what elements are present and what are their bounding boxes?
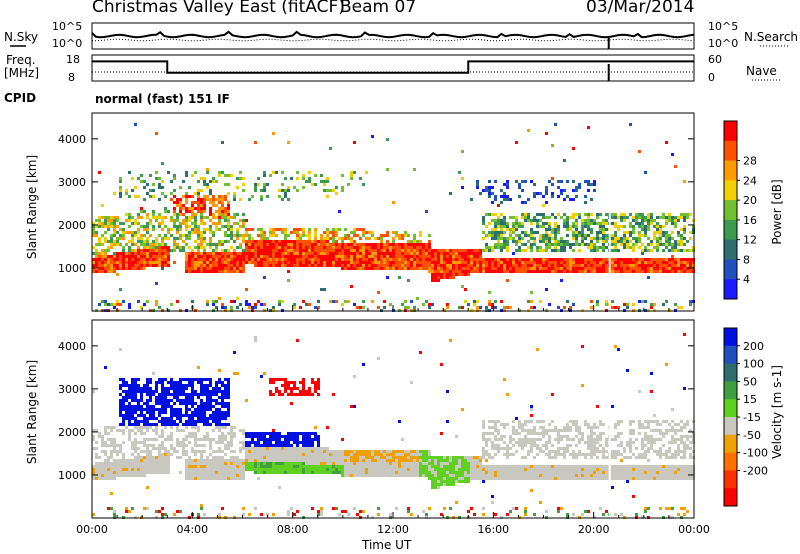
power-colorbar-tick-label: 8 <box>743 253 750 266</box>
x-tick-label: 04:00 <box>176 523 208 536</box>
velocity-ytick-label: 4000 <box>58 340 86 353</box>
velocity-colorbar-swatch <box>724 417 737 436</box>
velocity-colorbar-swatch <box>724 363 737 382</box>
freq-trace <box>92 60 694 74</box>
power-colorbar-swatch <box>724 239 737 260</box>
x-tick-label: 00:00 <box>76 523 108 536</box>
power-colorbar-tick-label: 16 <box>743 214 757 227</box>
power-ytick-label: 4000 <box>58 133 86 146</box>
nsky-tick-bottom: 10^0 <box>52 37 83 50</box>
velocity-data-gap <box>608 321 611 517</box>
velocity-colorbar-swatch <box>724 381 737 400</box>
freq-tick-top: 18 <box>66 53 80 66</box>
x-tick-label: 20:00 <box>578 523 610 536</box>
power-colorbar-tick-label: 12 <box>743 234 757 247</box>
velocity-colorbar-tick-label: 100 <box>743 358 764 371</box>
nave-label: Nave <box>746 64 777 78</box>
nsearch-trace <box>91 38 695 42</box>
x-tick-label: 00:00 <box>678 523 710 536</box>
power-colorbar-swatch <box>724 259 737 280</box>
velocity-colorbar-tick-label: -50 <box>743 429 761 442</box>
velocity-colorbar-swatch <box>724 399 737 418</box>
beam-label: Beam 07 <box>340 0 417 17</box>
cpid-value: normal (fast) 151 IF <box>95 92 230 106</box>
velocity-colorbar-swatch <box>724 345 737 365</box>
power-colorbar-tick-label: 28 <box>743 155 757 168</box>
velocity-colorbar-swatch <box>724 452 737 471</box>
freq-tick-bottom: 8 <box>68 71 75 84</box>
power-colorbar-frame <box>723 120 738 300</box>
power-colorbar-swatch <box>724 219 737 241</box>
velocity-ytick-label: 3000 <box>58 383 86 396</box>
power-colorbar-swatch <box>724 160 737 181</box>
velocity-colorbar-tick-label: -200 <box>743 464 768 477</box>
velocity-colorbar-tick-label: -100 <box>743 447 768 460</box>
power-colorbar-swatch <box>724 121 737 142</box>
velocity-colorbar-swatch <box>724 488 737 507</box>
nsky-panel-frame <box>91 22 695 50</box>
nsearch-tick-bottom: 10^0 <box>708 37 739 50</box>
power-colorbar-swatch <box>724 140 737 162</box>
nave-tick-top: 60 <box>708 53 722 66</box>
velocity-ytick-label: 1000 <box>58 469 86 482</box>
nsky-tick-top: 10^5 <box>52 20 83 33</box>
nsearch-label: N.Search <box>744 30 799 44</box>
power-ytick-label: 3000 <box>58 176 86 189</box>
velocity-panel-frame <box>91 319 695 519</box>
velocity-colorbar-swatch <box>724 470 737 489</box>
power-colorbar-tick-label: 20 <box>743 194 757 207</box>
x-tick-label: 08:00 <box>277 523 309 536</box>
power-ytick-label: 2000 <box>58 219 86 232</box>
x-tick-label: 16:00 <box>477 523 509 536</box>
velocity-cells <box>92 333 695 519</box>
nsky-trace <box>91 30 695 39</box>
power-colorbar-swatch <box>724 200 737 221</box>
velocity-colorbar-tick-label: 200 <box>743 340 764 353</box>
velocity-colorbar-tick-label: 50 <box>743 375 757 388</box>
nsearch-tick-top: 10^5 <box>708 20 739 33</box>
nave-tick-bottom: 0 <box>708 71 715 84</box>
power-colorbar-tick-label: 4 <box>743 273 750 286</box>
power-cells <box>92 123 695 312</box>
power-colorbar-swatch <box>724 180 737 201</box>
power-colorbar-tick-label: 24 <box>743 174 757 187</box>
cpid-label: CPID <box>4 91 37 105</box>
velocity-colorbar-tick-label: 15 <box>743 393 757 406</box>
power-ytick-label: 1000 <box>58 262 86 275</box>
velocity-colorbar-swatch <box>724 328 737 347</box>
velocity-colorbar-tick-label: -15 <box>743 411 761 424</box>
x-axis-title: Time UT <box>362 538 412 552</box>
power-panel-frame <box>91 112 695 312</box>
power-data-gap <box>608 114 611 310</box>
date-label: 03/Mar/2014 <box>586 0 695 17</box>
velocity-ytick-label: 2000 <box>58 426 86 439</box>
nsky-label: N.Sky <box>4 30 39 44</box>
freq-label-line2: [MHz] <box>4 66 40 80</box>
plot-title: Christmas Valley East (fitACF) <box>92 0 345 17</box>
power-colorbar-swatch <box>724 279 737 300</box>
freq-panel-frame <box>91 54 695 82</box>
velocity-colorbar-swatch <box>724 434 737 454</box>
freq-label-line1: Freq. <box>6 53 36 67</box>
x-tick-label: 12:00 <box>377 523 409 536</box>
